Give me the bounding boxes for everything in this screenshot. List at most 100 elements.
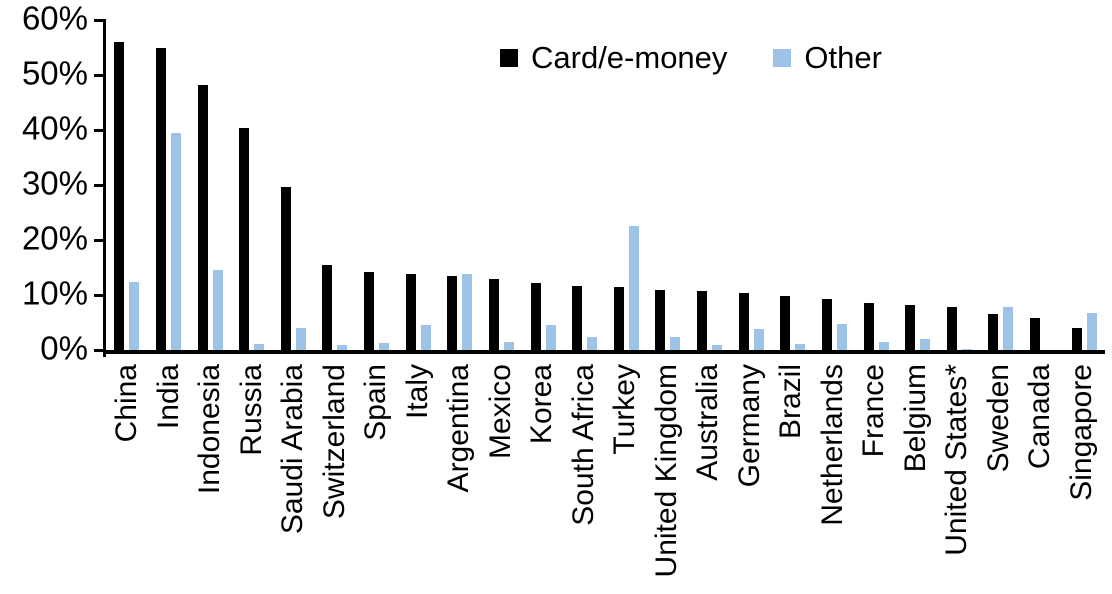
x-label-brazil: Brazil — [774, 364, 807, 440]
bar-group-mexico — [481, 20, 523, 350]
bar-group-russia — [231, 20, 273, 350]
bar-other-netherlands — [836, 324, 847, 350]
y-tick-20 — [94, 239, 106, 242]
y-tick-40 — [94, 129, 106, 132]
x-label-singapore: Singapore — [1064, 364, 1098, 501]
legend-item-card-e-money: Card/e-money — [500, 40, 727, 76]
x-label-cell-united-states: United States* — [936, 364, 978, 592]
legend-item-other: Other — [773, 40, 882, 76]
bar-card-e-money-sweden — [988, 314, 999, 350]
x-label-cell-canada: Canada — [1019, 364, 1061, 592]
bar-other-brazil — [795, 343, 806, 350]
bar-card-e-money-united-kingdom — [655, 289, 666, 350]
x-label-france: France — [857, 364, 890, 458]
bar-group-korea — [522, 20, 564, 350]
x-label-cell-brazil: Brazil — [770, 364, 812, 592]
bar-other-turkey — [628, 226, 639, 350]
x-label-cell-australia: Australia — [687, 364, 729, 592]
x-label-spain: Spain — [359, 364, 392, 441]
x-label-cell-singapore: Singapore — [1061, 364, 1103, 592]
bar-other-saudi-arabia — [295, 328, 306, 350]
bar-other-argentina — [462, 274, 473, 350]
x-label-cell-germany: Germany — [729, 364, 771, 592]
bar-group-argentina — [439, 20, 481, 350]
bar-group-switzerland — [314, 20, 356, 350]
x-label-cell-korea: Korea — [521, 364, 563, 592]
x-label-cell-saudi-arabia: Saudi Arabia — [272, 364, 314, 592]
bar-other-south-africa — [587, 336, 598, 350]
x-label-india: India — [151, 364, 185, 430]
y-tick-30 — [94, 184, 106, 187]
bar-other-singapore — [1086, 312, 1097, 350]
y-label-30: 30% — [21, 164, 88, 202]
x-label-cell-united-kingdom: United Kingdom — [646, 364, 688, 592]
legend-label-card-e-money: Card/e-money — [531, 40, 728, 75]
x-label-cell-sweden: Sweden — [978, 364, 1020, 592]
x-label-south-africa: South Africa — [566, 364, 600, 526]
bar-card-e-money-russia — [239, 128, 250, 350]
bar-other-korea — [545, 324, 556, 350]
bar-other-germany — [753, 328, 764, 350]
bar-other-france — [878, 341, 889, 350]
bar-group-saudi-arabia — [273, 20, 315, 350]
bar-card-e-money-netherlands — [821, 299, 832, 350]
bar-card-e-money-indonesia — [197, 84, 208, 350]
x-axis-labels: China India Indonesia Russia Saudi Arabia Swi… — [106, 364, 1102, 592]
bar-group-australia — [689, 20, 731, 350]
bar-group-south-africa — [564, 20, 606, 350]
x-label-cell-mexico: Mexico — [480, 364, 522, 592]
x-label-cell-italy: Italy — [397, 364, 439, 592]
bar-group-united-kingdom — [647, 20, 689, 350]
y-tick-50 — [94, 74, 106, 77]
x-label-cell-spain: Spain — [355, 364, 397, 592]
x-label-korea: Korea — [525, 364, 558, 445]
x-label-cell-south-africa: South Africa — [563, 364, 605, 592]
bar-card-e-money-turkey — [613, 286, 624, 350]
x-label-united-kingdom: United Kingdom — [649, 364, 683, 578]
x-label-cell-china: China — [106, 364, 148, 592]
bar-other-italy — [420, 324, 431, 350]
bar-other-india — [170, 132, 181, 350]
bar-card-e-money-saudi-arabia — [280, 186, 291, 350]
x-label-saudi-arabia: Saudi Arabia — [276, 364, 309, 535]
bar-card-e-money-switzerland — [322, 265, 333, 350]
y-label-0: 0% — [40, 329, 88, 367]
bar-card-e-money-argentina — [447, 276, 458, 350]
bar-card-e-money-korea — [530, 282, 541, 350]
x-label-netherlands: Netherlands — [815, 364, 849, 526]
bar-group-india — [148, 20, 190, 350]
bar-card-e-money-mexico — [488, 279, 499, 350]
x-label-canada: Canada — [1023, 364, 1056, 470]
bar-card-e-money-italy — [405, 273, 416, 350]
bar-card-e-money-china — [114, 42, 125, 350]
x-label-australia: Australia — [691, 364, 724, 481]
bars-row — [106, 20, 1105, 350]
x-label-mexico: Mexico — [483, 364, 517, 460]
bar-card-e-money-australia — [697, 291, 708, 350]
x-label-argentina: Argentina — [442, 364, 475, 493]
x-label-cell-russia: Russia — [231, 364, 273, 592]
x-label-indonesia: Indonesia — [193, 364, 226, 495]
y-tick-0 — [94, 349, 106, 352]
bar-other-spain — [379, 343, 390, 350]
bar-card-e-money-united-states — [946, 306, 957, 350]
y-label-20: 20% — [21, 219, 88, 257]
y-label-10: 10% — [21, 274, 88, 312]
bar-card-e-money-singapore — [1071, 328, 1082, 350]
bar-group-sweden — [980, 20, 1022, 350]
bar-group-netherlands — [814, 20, 856, 350]
plot-area — [103, 20, 1105, 354]
x-label-cell-argentina: Argentina — [438, 364, 480, 592]
bar-group-germany — [730, 20, 772, 350]
bar-group-brazil — [772, 20, 814, 350]
bar-other-united-states — [961, 348, 972, 350]
bar-group-turkey — [606, 20, 648, 350]
x-label-italy: Italy — [400, 364, 434, 420]
bar-other-china — [129, 281, 140, 350]
bar-card-e-money-brazil — [780, 295, 791, 350]
x-label-belgium: Belgium — [898, 364, 932, 473]
bar-group-canada — [1022, 20, 1064, 350]
y-label-50: 50% — [21, 54, 88, 92]
bar-group-indonesia — [189, 20, 231, 350]
